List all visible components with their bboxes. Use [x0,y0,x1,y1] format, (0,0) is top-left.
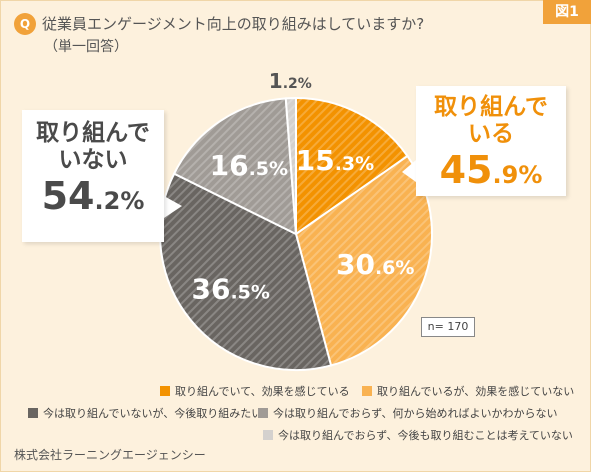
callout-left-percent-dec: .2% [94,187,145,215]
figure-label: 図1 [543,0,591,24]
callout-not-implementing: 取り組んで いない 54.2% [22,110,164,242]
legend-label-4: 今は取り組んでおらず、何から始めればよいかわからない [273,407,558,420]
pie-slice-1 [295,96,409,236]
pie-labels: 15.3% 30.6% 36.5% 16.5% 1.2% [192,69,415,305]
legend-label-1: 取り組んでいて、効果を感じている [175,385,350,398]
answer-type-note: （単一回答） [44,39,128,55]
callout-implementing: 取り組んで いる 45.9% [416,86,566,196]
callout-left-line1: 取り組んで [36,120,150,146]
callout-right-line2: いる [468,121,514,147]
callout-right-percent-int: 45 [439,148,493,192]
callout-right-percent-dec: .9% [492,161,543,189]
callout-pointers [164,160,416,218]
pie-slice-4 [172,97,298,236]
legend-swatch-1 [160,386,170,396]
legend-label-5: 今は取り組んでおらず、今後も取り組むことは考えていない [278,429,573,442]
sample-size: n= 170 [421,317,475,337]
callout-left-percent-int: 54 [41,174,95,218]
legend-item-5: 今は取り組んでおらず、今後も取り組むことは考えていない [263,427,573,443]
pie-label-5: 1.2% [269,69,312,93]
callout-right-pointer [402,160,416,182]
pie-label-4: 16.5% [210,149,288,182]
pie-label-2: 30.6% [336,248,414,281]
company-name: 株式会社ラーニングエージェンシー [14,448,206,462]
legend-swatch-4 [258,408,268,418]
question-text: 従業員エンゲージメント向上の取り組みはしていますか? [42,15,425,33]
legend-swatch-5 [263,430,273,440]
legend-label-2: 取り組んでいるが、効果を感じていない [377,385,575,398]
legend-swatch-3 [28,408,38,418]
pie-slices [159,96,433,371]
pie-label-3: 36.5% [192,272,270,305]
pie-label-1: 15.3% [296,144,374,177]
pie-slice-5 [284,96,297,235]
legend-label-3: 今は取り組んでいないが、今後取り組みたい [43,407,263,420]
legend-item-3: 今は取り組んでいないが、今後取り組みたい [28,405,262,421]
callout-left-percent: 54.2% [22,176,164,221]
legend-item-1: 取り組んでいて、効果を感じている [160,383,350,399]
callout-left-line2: いない [58,147,128,173]
legend-item-2: 取り組んでいるが、効果を感じていない [362,383,574,399]
callout-right-percent: 45.9% [416,150,566,195]
callout-left-pointer [164,196,182,218]
legend-swatch-2 [362,386,372,396]
question-badge: Q [14,13,36,35]
callout-right-line1: 取り組んで [434,94,548,120]
legend-item-4: 今は取り組んでおらず、何から始めればよいかわからない [258,405,557,421]
